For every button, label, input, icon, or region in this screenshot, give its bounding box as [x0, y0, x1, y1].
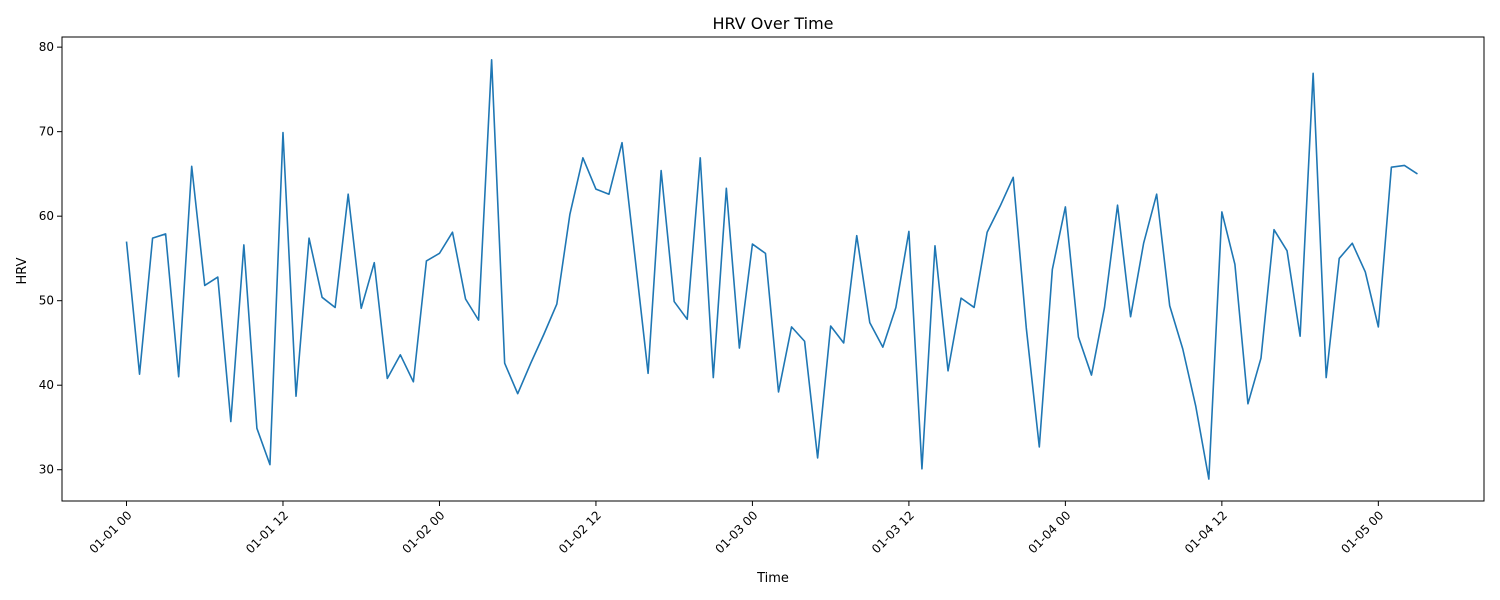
y-tick-label: 50: [39, 294, 54, 308]
y-tick-label: 80: [39, 40, 54, 54]
hrv-series-line: [125, 59, 1418, 480]
data-series: [125, 59, 1418, 480]
plot-frame: [61, 36, 1485, 502]
x-axis-label: Time: [756, 571, 789, 586]
y-tick-label: 40: [39, 378, 54, 392]
y-tick-label: 70: [39, 125, 54, 139]
y-axis-label: HRV: [15, 257, 30, 284]
plot-area: [61, 36, 1485, 502]
y-tick-label: 60: [39, 209, 54, 223]
chart-title: HRV Over Time: [712, 14, 833, 33]
y-tick-label: 30: [39, 463, 54, 477]
y-axis: 30 40 50 60 70 80: [39, 40, 62, 477]
